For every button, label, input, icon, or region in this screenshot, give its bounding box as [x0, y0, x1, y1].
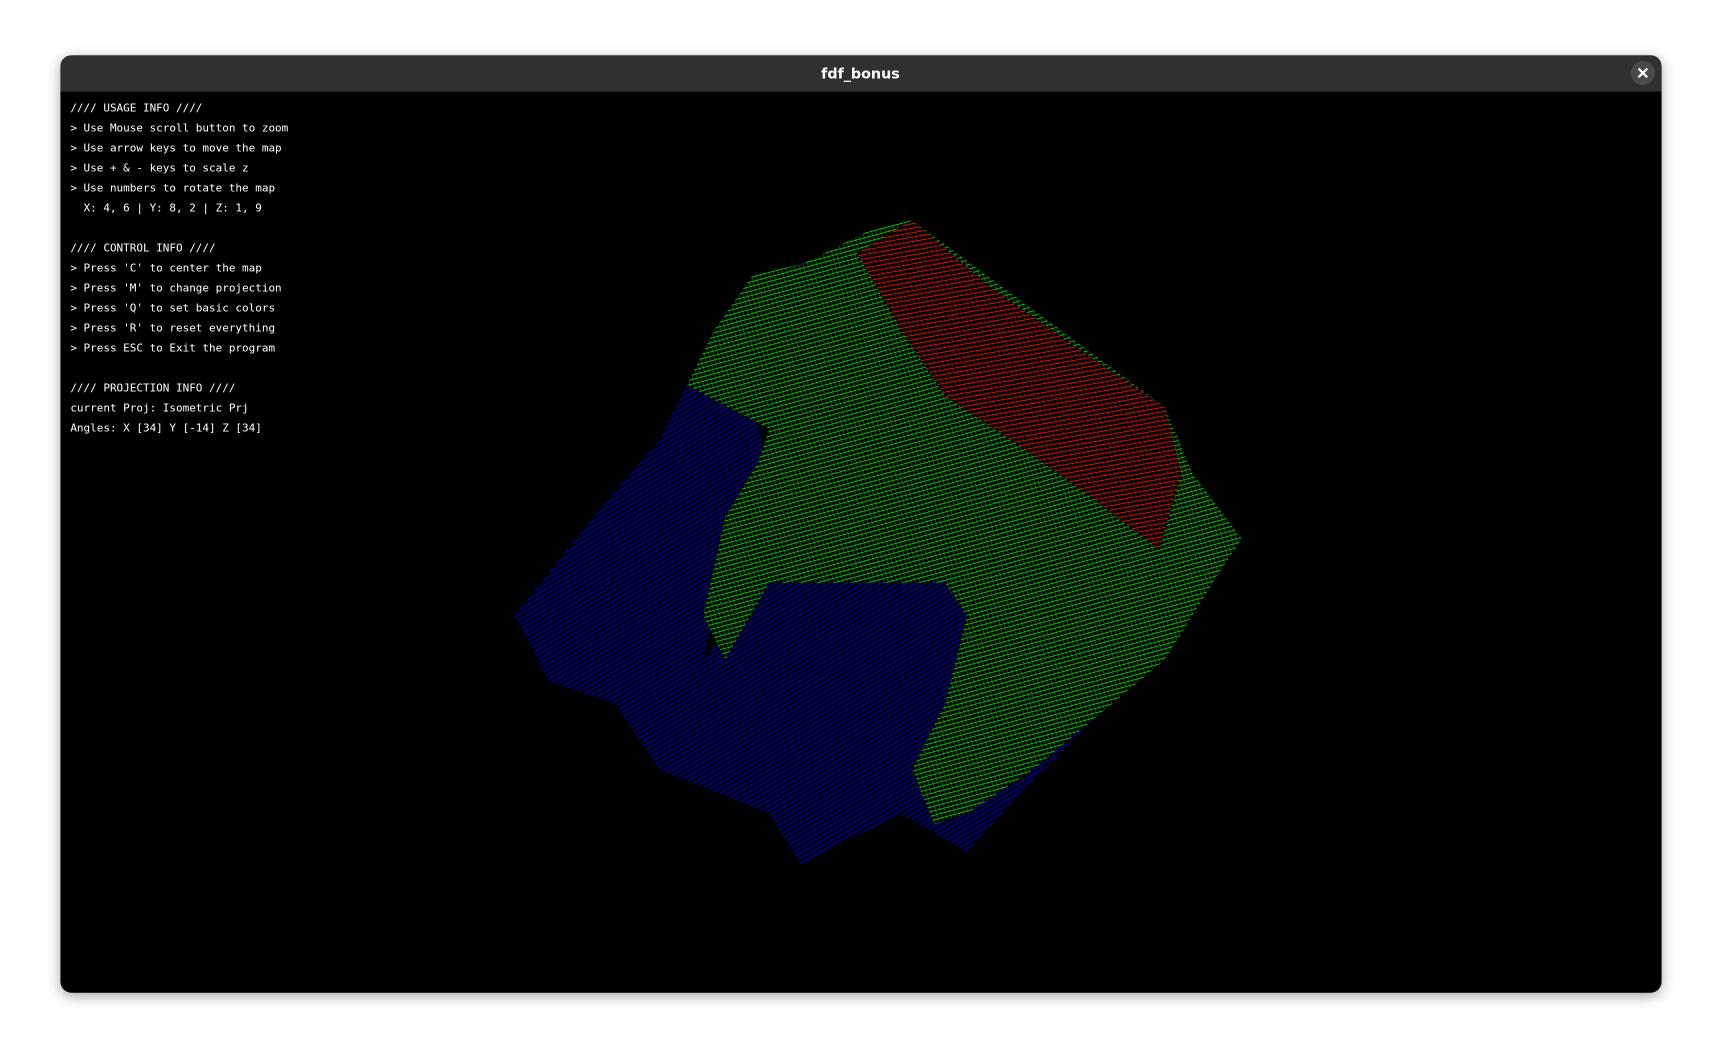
- section-heading: //// PROJECTION INFO ////: [70, 381, 235, 394]
- info-line: Angles: X [34] Y [-14] Z [34]: [70, 421, 262, 434]
- info-line: > Press ESC to Exit the program: [70, 341, 275, 354]
- info-line: current Proj: Isometric Prj: [70, 401, 248, 414]
- info-line: > Use numbers to rotate the map: [70, 181, 275, 194]
- info-line: > Use + & - keys to scale z: [70, 161, 248, 174]
- section-heading: //// CONTROL INFO ////: [70, 241, 215, 254]
- info-line: > Press 'M' to change projection: [70, 281, 281, 294]
- info-line: > Use Mouse scroll button to zoom: [70, 121, 288, 134]
- wireframe-map: [514, 220, 1242, 867]
- section-heading: //// USAGE INFO ////: [70, 101, 202, 114]
- info-line: > Use arrow keys to move the map: [70, 141, 281, 154]
- info-line: X: 4, 6 | Y: 8, 2 | Z: 1, 9: [70, 201, 262, 214]
- titlebar: [60, 55, 1662, 92]
- info-line: > Press 'Q' to set basic colors: [70, 301, 275, 314]
- info-line: > Press 'R' to reset everything: [70, 321, 275, 334]
- info-line: > Press 'C' to center the map: [70, 261, 262, 274]
- info-panel: //// USAGE INFO //// > Use Mouse scroll b…: [70, 101, 288, 434]
- close-icon: [1637, 67, 1649, 79]
- red-region: [857, 220, 1182, 550]
- window-title: fdf_bonus: [821, 66, 900, 82]
